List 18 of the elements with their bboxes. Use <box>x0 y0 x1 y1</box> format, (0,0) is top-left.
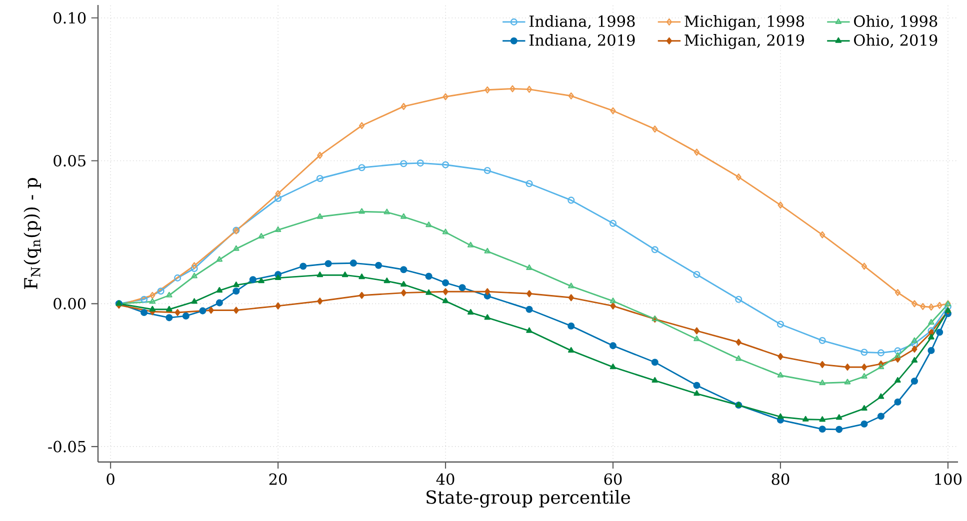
x-tick-label: 0 <box>106 473 114 485</box>
y-tick-label: 0.05 <box>54 154 86 167</box>
x-tick-label: 20 <box>269 473 287 485</box>
x-axis-title: State-group percentile <box>426 490 630 508</box>
x-tick-label: 60 <box>604 473 622 485</box>
legend-label: Michigan, 2019 <box>684 34 804 50</box>
y-tick-label: 0.10 <box>54 12 86 24</box>
legend-label: Ohio, 2019 <box>854 34 938 48</box>
legend-label: Michigan, 1998 <box>684 15 804 30</box>
y-tick-label: -0.05 <box>48 440 86 452</box>
y-axis-title: F$_{N}$(q$_{n}$(p)) - p <box>24 178 42 289</box>
y-tick-label: 0.00 <box>54 298 86 310</box>
x-tick-label: 40 <box>436 473 454 485</box>
legend-label: Indiana, 2019 <box>529 34 635 48</box>
legend-label: Ohio, 1998 <box>854 15 938 29</box>
x-tick-label: 80 <box>772 473 790 485</box>
x-tick-label: 100 <box>935 473 962 485</box>
legend-label: Indiana, 1998 <box>529 15 635 29</box>
